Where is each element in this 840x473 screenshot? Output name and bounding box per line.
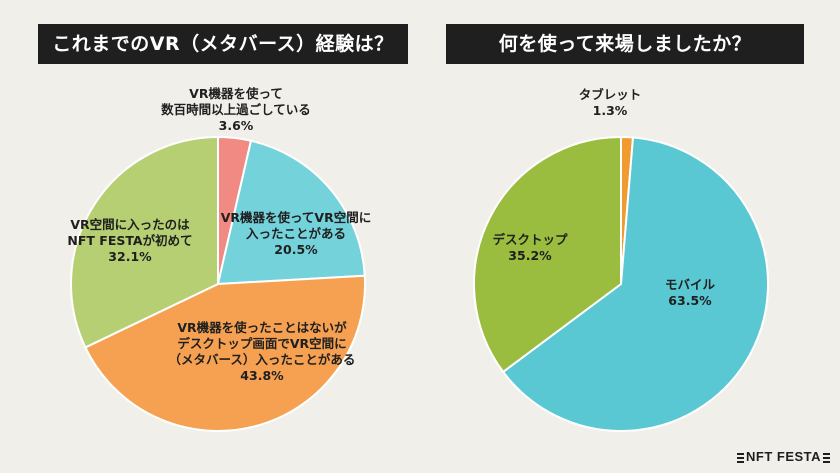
left-slice-label-2-line-2: （メタバース）入ったことがある <box>168 352 356 367</box>
left-slice-label-2-line-0: VR機器を使ったことはないが <box>177 320 347 335</box>
left-slice-label-3-line-0: VR空間に入ったのは <box>70 217 190 232</box>
left-slice-label-0-line-1: 数百時間以上過ごしている <box>161 102 311 117</box>
right-chart-title: 何を使って来場しましたか？ <box>446 24 804 64</box>
left-pie-slice-1 <box>216 139 366 286</box>
nft-festa-logo: NFT FESTA <box>735 449 832 464</box>
right-slice-value-2: 35.2% <box>508 248 552 263</box>
logo-bars-icon-right <box>823 452 831 463</box>
right-slice-label-2: デスクトップ 35.2% <box>492 232 567 264</box>
logo-bars-icon <box>737 452 744 463</box>
left-slice-label-3-line-1: NFT FESTAが初めて <box>67 233 193 248</box>
logo-text: NFT FESTA <box>746 449 822 464</box>
left-slice-label-3: VR空間に入ったのは NFT FESTAが初めて 32.1% <box>67 217 192 265</box>
right-slice-label-2-line-0: デスクトップ <box>492 232 568 247</box>
left-pie-slice-3 <box>70 135 219 349</box>
left-chart-title: これまでのVR（メタバース）経験は？ <box>38 24 408 64</box>
right-slice-label-1: モバイル 63.5% <box>665 277 715 309</box>
left-slice-label-1: VR機器を使ってVR空間に 入ったことがある 20.5% <box>221 210 371 258</box>
right-slice-value-1: 63.5% <box>668 293 712 308</box>
leader-line-1 <box>612 128 627 137</box>
left-slice-label-0-line-0: VR機器を使って <box>189 86 283 101</box>
left-slice-label-1-line-1: 入ったことがある <box>245 226 347 241</box>
left-slice-value-0: 3.6% <box>218 118 254 133</box>
left-slice-label-2-line-1: デスクトップ画面でVR空間に <box>177 336 347 351</box>
right-pie-slice-2 <box>473 135 622 374</box>
right-slice-value-0: 1.3% <box>592 103 628 118</box>
left-slice-label-1-line-0: VR機器を使ってVR空間に <box>220 210 372 225</box>
right-slice-label-0: タブレット 1.3% <box>579 87 642 119</box>
left-slice-value-1: 20.5% <box>274 242 318 257</box>
left-slice-value-3: 32.1% <box>108 249 152 264</box>
right-slice-label-0-line-0: タブレット <box>578 87 642 102</box>
right-slice-label-1-line-0: モバイル <box>664 277 716 292</box>
left-slice-label-2: VR機器を使ったことはないが デスクトップ画面でVR空間に （メタバース）入ったこと… <box>169 320 356 384</box>
left-slice-value-2: 43.8% <box>240 368 284 383</box>
right-pie-slice-1 <box>501 136 769 432</box>
left-slice-label-0: VR機器を使って 数百時間以上過ごしている 3.6% <box>161 86 311 134</box>
